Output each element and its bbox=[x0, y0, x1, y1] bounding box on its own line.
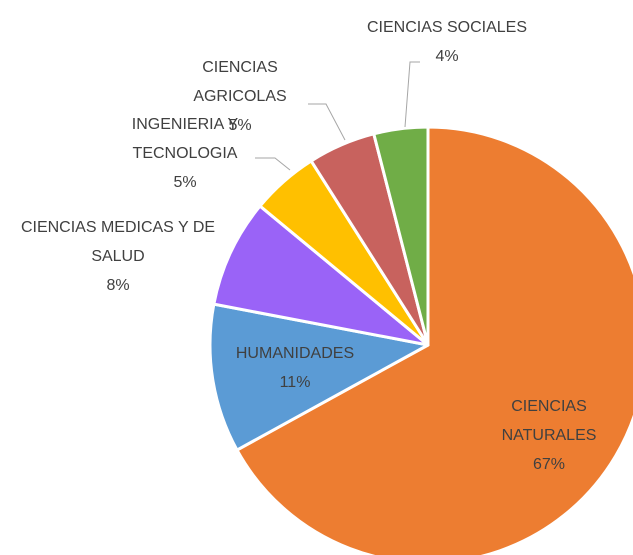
leader-line bbox=[308, 103, 346, 141]
value-label: 5% bbox=[228, 117, 252, 134]
slice bbox=[212, 204, 430, 347]
slice-label: CIENCIAS MEDICAS Y DE SALUD 8% bbox=[11, 213, 226, 300]
slice bbox=[208, 302, 430, 452]
slice-label: INGENIERIA Y TECNOLOGIA 5% bbox=[115, 110, 255, 197]
slice-label: CIENCIAS NATURALES 67% bbox=[484, 392, 614, 479]
category-label: INGENIERIA Y TECNOLOGIA bbox=[131, 116, 239, 162]
leader-line bbox=[255, 157, 291, 171]
category-label: CIENCIAS MEDICAS Y DE SALUD bbox=[20, 219, 216, 265]
value-label: 5% bbox=[173, 174, 197, 191]
category-label: CIENCIAS AGRICOLAS bbox=[193, 59, 287, 105]
category-label: HUMANIDADES bbox=[235, 345, 355, 362]
slice bbox=[235, 125, 633, 555]
value-label: 8% bbox=[106, 277, 130, 294]
value-label: 67% bbox=[532, 456, 566, 473]
value-label: 11% bbox=[279, 374, 311, 391]
category-label: CIENCIAS NATURALES bbox=[501, 398, 597, 444]
slice-label: HUMANIDADES 11% bbox=[215, 339, 375, 397]
slice bbox=[372, 125, 430, 347]
leader-line bbox=[404, 61, 420, 128]
value-label: 4% bbox=[435, 48, 459, 65]
slice-label: CIENCIAS SOCIALES 4% bbox=[337, 13, 557, 71]
category-label: CIENCIAS SOCIALES bbox=[366, 19, 528, 36]
slice-label: CIENCIAS AGRICOLAS 5% bbox=[180, 53, 300, 140]
